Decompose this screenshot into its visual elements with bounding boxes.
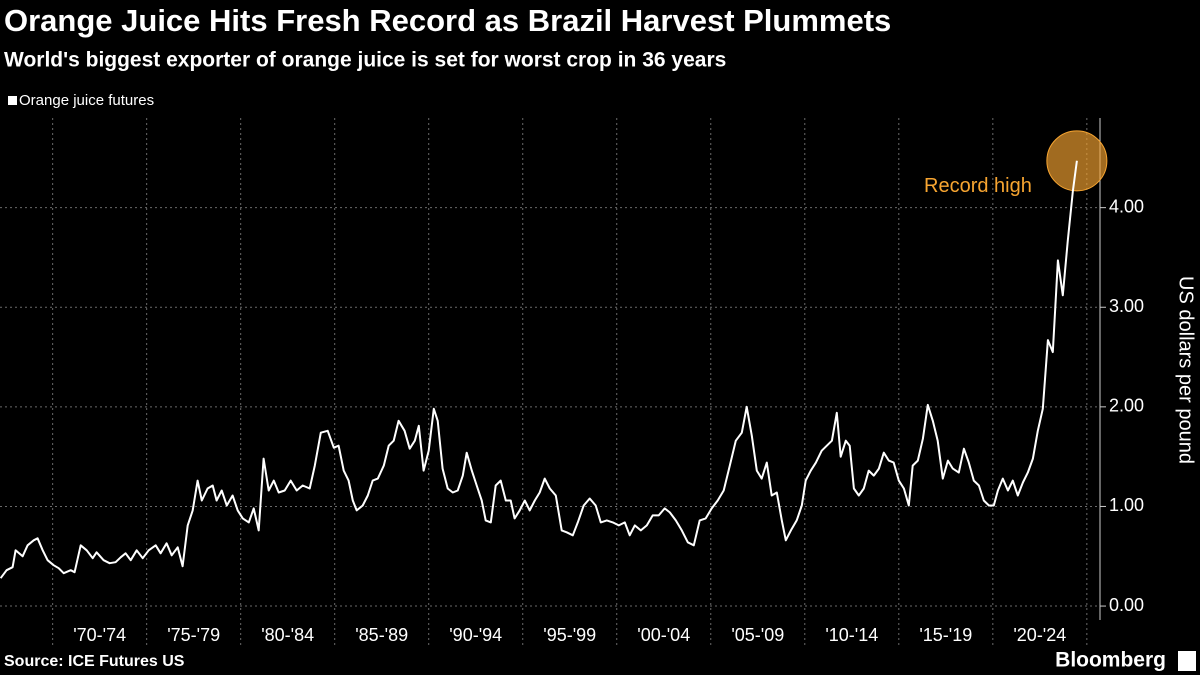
chart-title: Orange Juice Hits Fresh Record as Brazil… [4,3,891,38]
y-axis-label: US dollars per pound [1175,276,1197,464]
y-tick-label: 4.00 [1109,196,1144,216]
y-tick-label: 0.00 [1109,595,1144,615]
brand: Bloomberg [1055,649,1166,672]
x-tick-label: '95-'99 [543,625,596,645]
x-tick-label: '20-'24 [1013,625,1066,645]
x-tick-label: '85-'89 [355,625,408,645]
y-tick-label: 3.00 [1109,296,1144,316]
x-tick-label: '70-'74 [73,625,126,645]
x-tick-label: '05-'09 [731,625,784,645]
x-tick-label: '75-'79 [167,625,220,645]
x-tick-label: '80-'84 [261,625,314,645]
x-tick-label: '10-'14 [825,625,878,645]
y-tick-label: 1.00 [1109,495,1144,515]
line [0,160,1078,579]
legend-label: Orange juice futures [19,92,154,109]
x-tick-label: '15-'19 [919,625,972,645]
annotation: Record high [924,175,1032,197]
brand-icon [1178,651,1196,671]
x-tick-label: '90-'94 [449,625,502,645]
chart-subtitle: World's biggest exporter of orange juice… [4,49,726,72]
x-tick-label: '00-'04 [637,625,690,645]
source: Source: ICE Futures US [4,653,185,670]
y-tick-label: 2.00 [1109,396,1144,416]
legend-swatch [8,96,17,105]
